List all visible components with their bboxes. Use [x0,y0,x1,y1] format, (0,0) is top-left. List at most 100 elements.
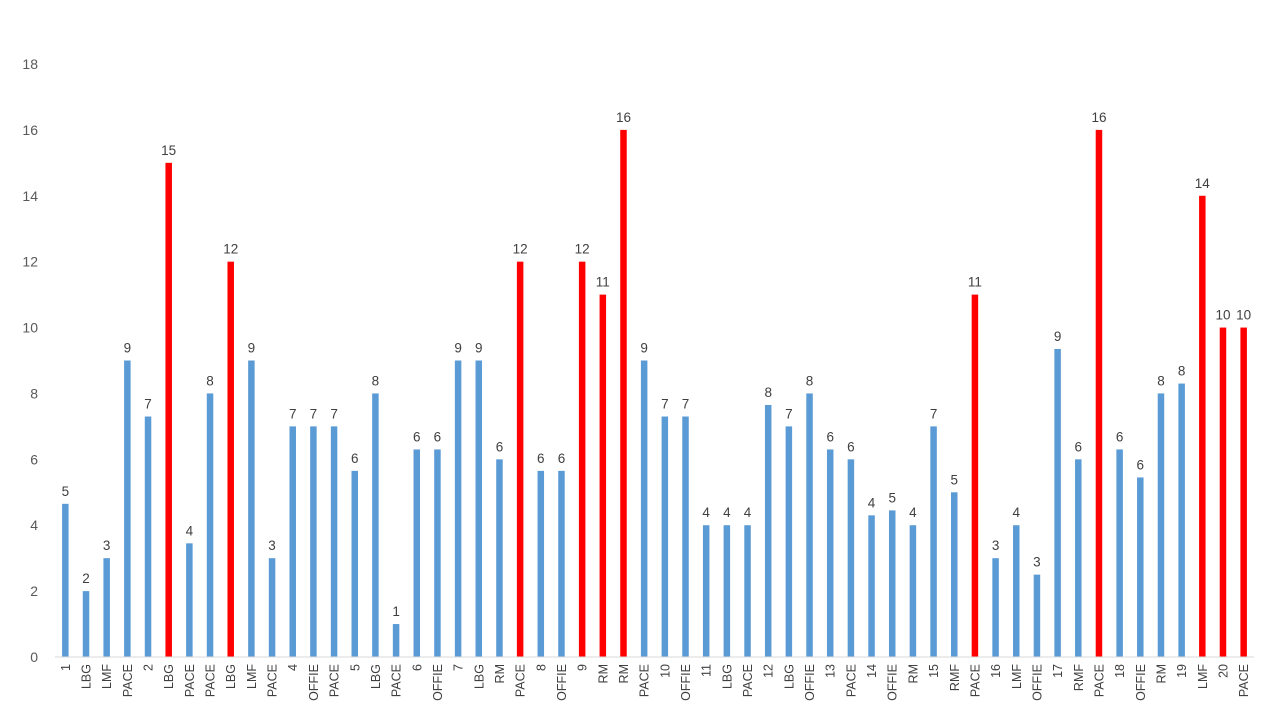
x-tick-label: RM [1154,664,1168,683]
data-label: 9 [454,341,462,356]
x-tick-label: PACE [514,664,528,697]
x-tick-label: PACE [204,664,218,697]
x-tick-label: PACE [638,664,652,697]
data-label: 6 [496,439,504,454]
data-label: 12 [513,242,528,257]
x-axis: 1 LBG LMF PACE 2 LBG PACE PACE LBG LMF PACE 4 OFFIE P… [59,664,1251,701]
x-tick-label: PACE [328,664,342,697]
bar [351,470,358,657]
data-label: 8 [206,373,214,388]
data-label: 3 [992,538,1000,553]
x-tick-label: RM [906,664,920,683]
data-label: 14 [1195,176,1211,191]
data-label: 15 [161,143,176,158]
bar [1240,327,1247,657]
data-label: 11 [596,275,610,290]
data-label: 7 [785,406,793,421]
bar [1095,129,1103,657]
bar [951,492,958,657]
bar [847,459,855,657]
bar [578,261,586,657]
x-tick-label: 7 [452,664,466,671]
bar [992,558,999,657]
x-tick-label: PACE [183,664,197,697]
y-tick-label: 8 [30,385,38,401]
y-tick-label: 14 [22,188,38,204]
bar [372,393,379,657]
y-tick-label: 2 [30,583,38,599]
y-tick-label: 4 [30,517,38,533]
bar [1219,327,1227,657]
data-label: 7 [144,397,152,412]
bar [620,129,627,657]
bar [1033,574,1041,657]
x-tick-label: OFFIE [431,664,445,701]
data-label: 4 [702,505,710,520]
bar [888,510,896,657]
data-label: 6 [434,429,442,444]
data-label: 16 [1091,110,1106,125]
bar [682,416,689,657]
bar [1157,393,1165,657]
data-label: 3 [103,538,111,553]
bar [661,416,669,657]
x-tick-label: OFFIE [307,664,321,701]
x-tick-label: LMF [1010,664,1024,689]
data-label: 8 [1178,364,1186,379]
x-tick-label: PACE [1237,664,1251,697]
bar [1178,383,1185,657]
bar [868,515,875,657]
bar [62,503,69,657]
data-label: 5 [62,484,70,499]
x-tick-label: RM [493,664,507,683]
bar [558,470,565,657]
data-label: 2 [82,571,90,586]
data-label: 4 [744,505,752,520]
data-label: 4 [909,505,917,520]
bar [310,426,317,657]
data-label: 6 [413,429,421,444]
data-label: 11 [968,275,982,290]
bar [537,470,545,657]
y-tick-label: 16 [22,122,38,138]
x-tick-label: PACE [1092,664,1106,697]
data-label: 7 [289,406,297,421]
x-tick-label: 4 [286,664,300,671]
x-tick-label: LMF [1196,664,1210,689]
y-tick-label: 18 [22,56,38,72]
x-tick-label: LBG [80,664,94,689]
bar [1199,195,1206,657]
data-label: 7 [330,406,338,421]
y-tick-label: 12 [22,254,38,270]
data-label: 12 [575,242,590,257]
x-tick-label: RMF [948,664,962,691]
x-tick-label: OFFIE [803,664,817,701]
x-tick-label: 6 [410,664,424,671]
x-tick-label: 10 [658,664,672,678]
x-tick-label: OFFIE [679,664,693,701]
data-label: 6 [1116,429,1124,444]
y-tick-label: 10 [22,320,38,336]
data-label: 9 [1054,329,1062,344]
bar [1116,449,1123,657]
bar [785,426,793,657]
x-tick-label: 8 [534,664,548,671]
y-tick-label: 6 [30,451,38,467]
x-tick-label: LBG [472,664,486,689]
x-tick-label: PACE [121,664,135,697]
data-label: 3 [1033,555,1041,570]
bar [124,360,131,657]
bar [434,449,441,657]
bar [289,426,296,657]
data-label: 7 [310,406,318,421]
data-label: 8 [806,373,814,388]
data-label: 9 [248,341,256,356]
bar [640,360,648,657]
bar [165,162,172,657]
x-tick-label: 14 [865,664,879,678]
data-label: 5 [888,490,896,505]
bar [826,449,834,657]
x-tick-label: RM [617,664,631,683]
